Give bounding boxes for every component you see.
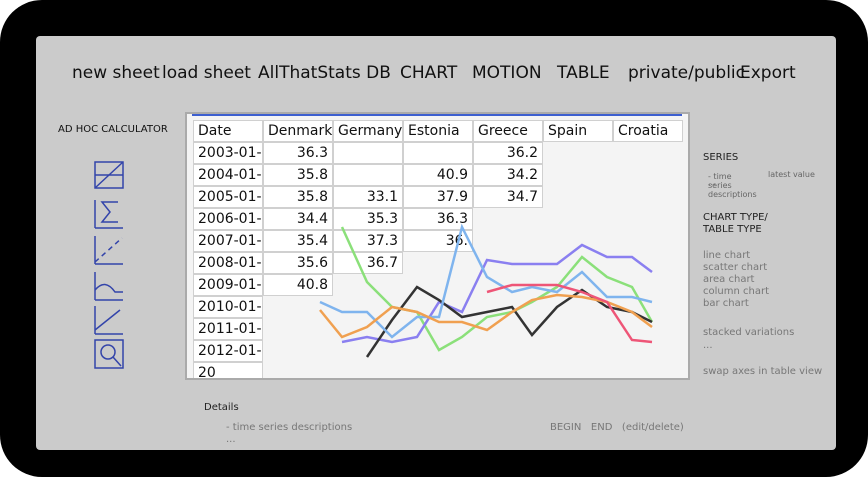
table-cell: 2005-01-0 [193,186,263,208]
chart-type-option[interactable]: bar chart [703,298,749,309]
table-header: Estonia [403,120,473,142]
menu-item[interactable]: new sheet [72,63,160,83]
table-cell [333,142,403,164]
table-cell: 35.8 [263,186,333,208]
table-panel: Date Denmark Germany Estonia Greece Spain Croa… [185,112,690,380]
details-desc: - time series descriptions [226,422,353,433]
chart-line [319,223,653,339]
table-cell: 2003-01-0 [193,142,263,164]
table-header: Greece [473,120,543,142]
menu-item[interactable]: MOTION [472,63,542,83]
table-cell: 34.7 [473,186,543,208]
menu-item[interactable]: load sheet [162,63,251,83]
table-header: Croatia [613,120,683,142]
details-title: Details [204,402,239,413]
series-more: ... [708,178,716,187]
table-cell: 36. [403,230,473,252]
stacked-more: ... [703,340,713,351]
table-cell [403,142,473,164]
table-cell: 36.3 [263,142,333,164]
table-cell: 20 [193,362,263,378]
details-more: ... [226,434,236,445]
table-cell: 34.2 [473,164,543,186]
table-cell: 2009-01-0 [193,274,263,296]
series-title: SERIES [703,152,739,163]
panel-accent [192,114,682,116]
table-header: Date [193,120,263,142]
table-cell: 36.3 [403,208,473,230]
chart-type-option[interactable]: scatter chart [703,262,768,273]
table-cell: 2010-01-0 [193,296,263,318]
table-header: Germany [333,120,403,142]
table-cell: 35.6 [263,252,333,274]
table-cell: 35.3 [333,208,403,230]
table-cell: 36.2 [473,142,543,164]
table-cell: 40.9 [403,164,473,186]
table-cell: 37.9 [403,186,473,208]
swap-axes: swap axes in table view [703,366,823,377]
calculator-title: AD HOC CALCULATOR [58,124,168,135]
chart-type-title: CHART TYPE/ TABLE TYPE [703,212,768,235]
table-cell: 2006-01-0 [193,208,263,230]
table-cell: 36.7 [333,252,403,274]
menu-item[interactable]: AllThatStats DB [258,63,391,83]
chart-line [319,293,653,339]
menu-item[interactable]: private/public [628,63,745,83]
table-cell [333,164,403,186]
table-cell: 2011-01-0 [193,318,263,340]
menu-item[interactable]: Export [740,63,796,83]
chart-type-option[interactable]: line chart [703,250,751,261]
table-header: Spain [543,120,613,142]
table-cell: 2008-01-0 [193,252,263,274]
menu-item[interactable]: TABLE [557,63,610,83]
chart-line [486,283,653,344]
menu-item[interactable]: CHART [400,63,458,83]
table-cell: 34.4 [263,208,333,230]
series-desc: - time series descriptions [708,172,757,199]
table-cell: 35.4 [263,230,333,252]
table-cell: 2012-01- [193,340,263,362]
table-header: Denmark [263,120,333,142]
chart-type-option[interactable]: area chart [703,274,755,285]
table-cell: 2004-01-0 [193,164,263,186]
table-cell: 33.1 [333,186,403,208]
latest-value: latest value [768,170,815,179]
table-cell: 40.8 [263,274,333,296]
chart-line [365,285,653,358]
chart-type-option[interactable]: column chart [703,286,769,297]
details-actions: BEGIN END (edit/delete) [550,422,684,433]
stacked-variations: stacked variations [703,327,795,338]
table-cell: 2007-01-0 [193,230,263,252]
chart-line [341,243,653,344]
table-cell: 35.8 [263,164,333,186]
chart-overlay [319,223,654,358]
